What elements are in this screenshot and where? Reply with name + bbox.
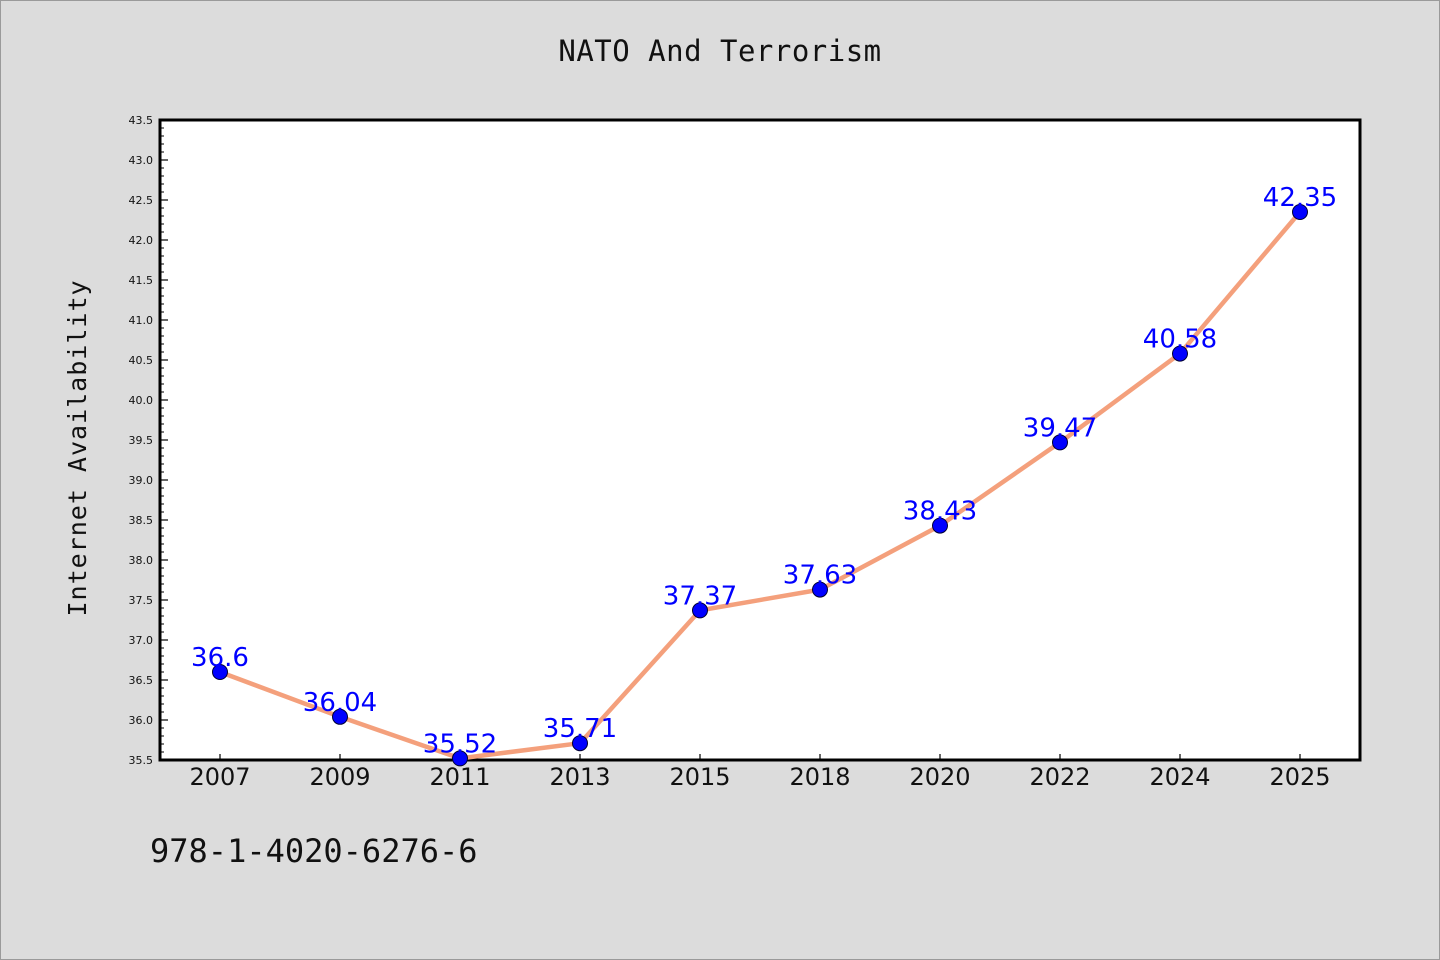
x-tick-label: 2018: [789, 763, 850, 791]
y-tick-label: 39.0: [129, 474, 154, 487]
footer-isbn: 978-1-4020-6276-6: [150, 832, 478, 870]
y-tick-label: 40.5: [129, 354, 154, 367]
data-point: [692, 602, 708, 619]
y-tick-label: 42.5: [129, 194, 154, 207]
y-axis-label: Internet Availability: [63, 279, 92, 616]
series-line: [217, 209, 1303, 761]
data-label: 37.37: [663, 581, 737, 611]
x-axis: 2007 2009 2011 2013 2015 2018 2020 2022 2024 2025: [189, 754, 1331, 791]
data-label: 35.71: [543, 714, 617, 744]
data-label: 40.58: [1143, 325, 1217, 355]
y-tick-label: 36.0: [129, 714, 154, 727]
data-point: [212, 664, 228, 680]
y-tick-label: 37.0: [129, 634, 154, 647]
x-tick-label: 2011: [429, 763, 490, 791]
data-point: [812, 581, 828, 598]
y-tick-label: 43.5: [129, 114, 154, 127]
x-tick-label: 2020: [909, 763, 970, 791]
y-tick-label: 38.5: [129, 514, 154, 527]
series-layer: 36.6 36.04 35.52 35.71 37.37 37.63 38.43 39.47 4…: [191, 183, 1337, 767]
data-point: [932, 517, 948, 534]
x-tick-label: 2009: [309, 763, 370, 791]
x-tick-label: 2024: [1149, 763, 1210, 791]
x-tick-label: 2022: [1029, 763, 1090, 791]
data-point: [1292, 204, 1308, 220]
plot-area: [158, 118, 1362, 762]
y-tick-label: 41.5: [129, 274, 154, 287]
y-tick-label: 40.0: [129, 394, 154, 407]
data-point: [1052, 434, 1068, 451]
data-label: 35.52: [423, 729, 497, 759]
y-tick-label: 42.0: [129, 234, 154, 247]
x-tick-label: 2015: [669, 763, 730, 791]
data-point: [572, 735, 588, 752]
data-label: 39.47: [1023, 413, 1097, 443]
data-label: 36.6: [191, 643, 249, 673]
x-tick-label: 2025: [1269, 763, 1330, 791]
y-tick-label: 41.0: [129, 314, 154, 327]
y-axis: 35.5 36.0 36.5 37.0 37.5 38.0 38.5 39.0 39.5 40.0…: [129, 114, 168, 767]
x-tick-label: 2007: [189, 763, 250, 791]
data-label: 37.63: [783, 561, 857, 591]
data-point: [332, 708, 348, 725]
y-tick-label: 35.5: [129, 754, 154, 767]
y-tick-label: 39.5: [129, 434, 154, 447]
data-label: 36.04: [303, 688, 377, 718]
data-label: 38.43: [903, 497, 977, 527]
y-tick-label: 43.0: [129, 154, 154, 167]
data-label: 42.35: [1263, 183, 1337, 213]
y-tick-label: 36.5: [129, 674, 154, 687]
y-tick-label: 37.5: [129, 594, 154, 607]
chart-title: NATO And Terrorism: [558, 34, 882, 68]
data-point: [1172, 345, 1188, 362]
data-point: [452, 750, 468, 767]
x-tick-label: 2013: [549, 763, 610, 791]
y-tick-label: 38.0: [129, 554, 154, 567]
